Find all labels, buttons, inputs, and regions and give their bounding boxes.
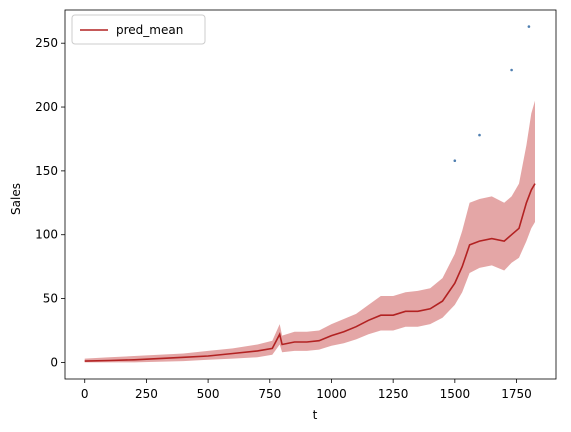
prediction-interval-band (84, 100, 535, 363)
x-axis-label: t (313, 408, 318, 422)
observed-point (510, 68, 513, 72)
x-tick-label: 500 (197, 387, 220, 401)
x-tick-label: 1250 (378, 387, 409, 401)
y-tick-label: 0 (50, 355, 58, 369)
legend: pred_mean (71, 14, 206, 45)
y-tick-label: 200 (35, 100, 58, 114)
y-tick-label: 150 (35, 164, 58, 178)
x-tick-label: 0 (81, 387, 89, 401)
observed-point (478, 133, 481, 137)
pred-mean-line (84, 183, 536, 362)
plot-layer (84, 25, 536, 363)
axes-frame (64, 9, 557, 380)
x-tick-label: 1000 (316, 387, 347, 401)
y-axis-label: Sales (9, 183, 23, 215)
observed-point (527, 25, 531, 28)
axes-layer: 0 250 500 750 1000 1250 1500 1750 0 50 100 150 200 25… (35, 9, 557, 401)
y-tick-label: 50 (43, 292, 58, 306)
x-tick-label: 750 (258, 387, 281, 401)
x-tick-label: 250 (135, 387, 158, 401)
legend-box (71, 14, 206, 45)
x-tick-label: 1750 (501, 387, 532, 401)
observed-point (453, 159, 457, 162)
y-tick-label: 250 (35, 36, 58, 50)
y-tick-label: 100 (35, 228, 58, 242)
legend-label-pred-mean: pred_mean (116, 23, 183, 37)
x-tick-label: 1500 (440, 387, 471, 401)
